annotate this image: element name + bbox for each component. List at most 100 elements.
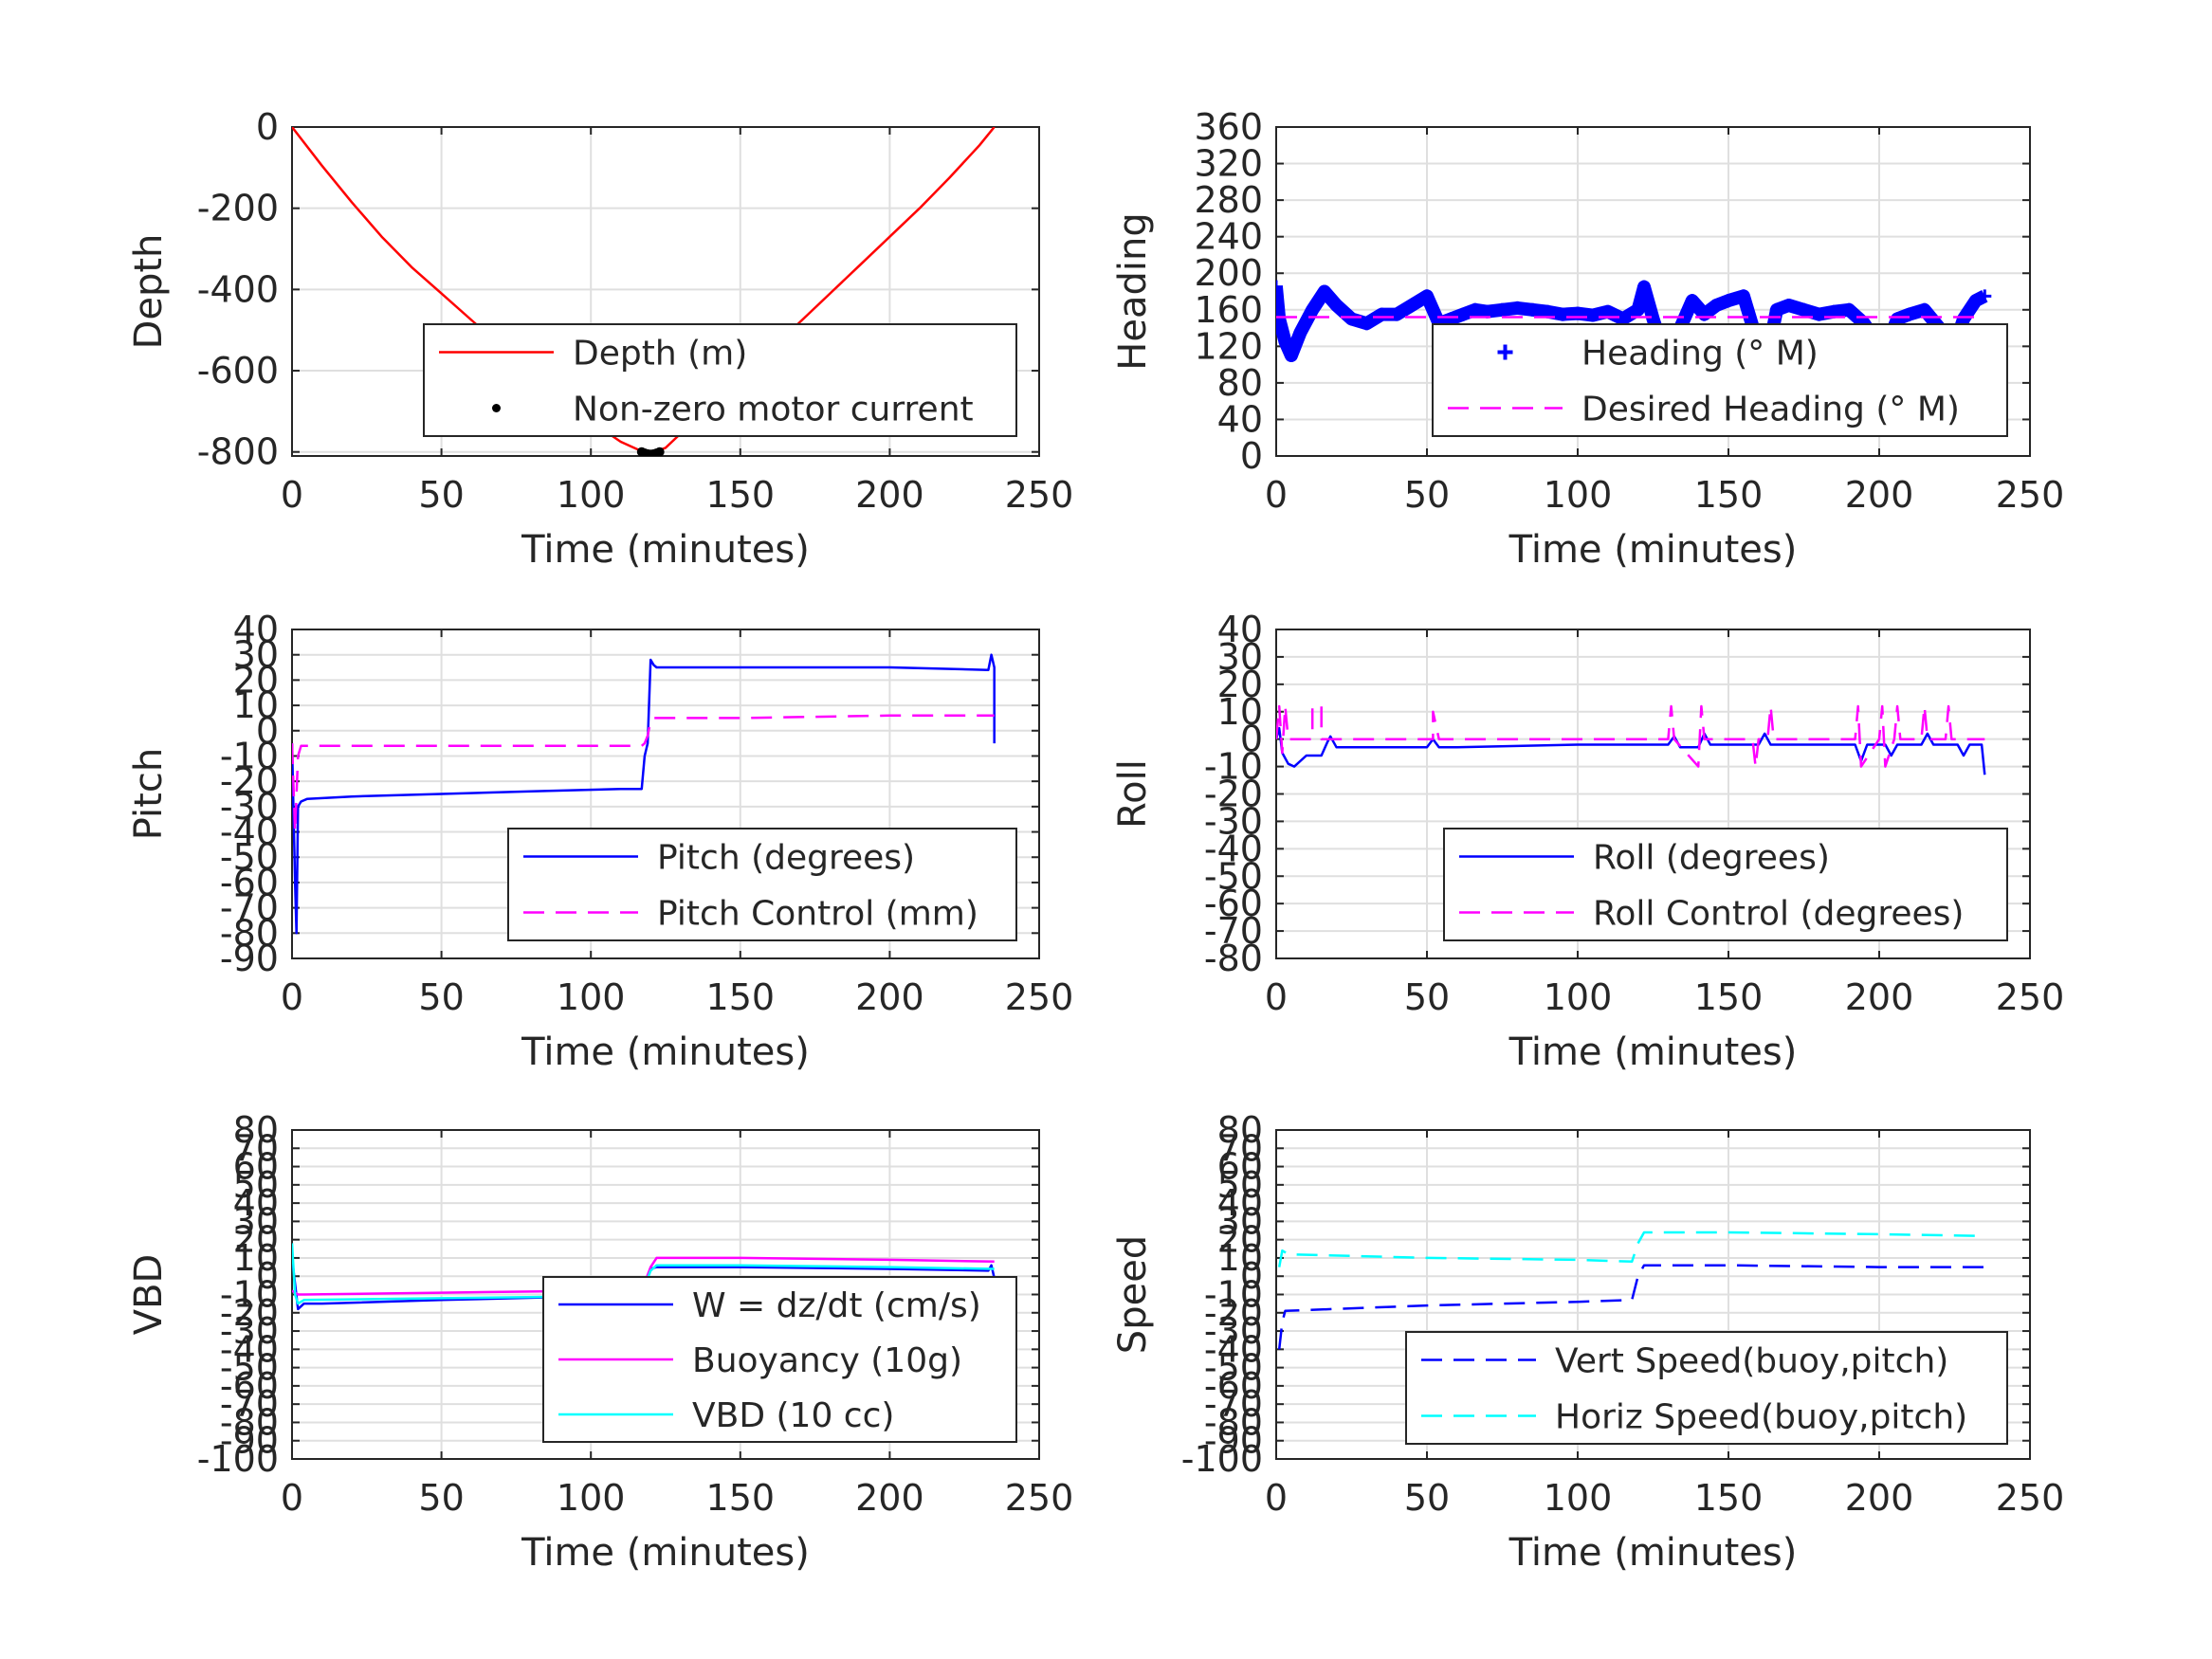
x-tick-label: 50 <box>418 976 464 1018</box>
y-tick-label: -30 <box>220 786 279 828</box>
legend-label: Pitch (degrees) <box>657 839 915 878</box>
data-point <box>1284 348 1298 362</box>
y-tick-label: -10 <box>1204 1274 1263 1316</box>
data-point <box>1978 289 1992 303</box>
x-tick-label: 0 <box>281 976 303 1018</box>
y-tick-label: -70 <box>1204 1383 1263 1425</box>
chart-pitch: 0 50 100 150 200 250403020100-10-20-30-40-50-… <box>127 609 1073 1074</box>
data-point <box>1276 312 1287 326</box>
y-axis-label: Heading <box>1111 212 1155 370</box>
series-speed-0 <box>1277 1264 1985 1350</box>
legend-box <box>1443 828 2008 941</box>
y-tick-label: 0 <box>256 1255 279 1297</box>
y-tick-label: 200 <box>1194 252 1263 294</box>
x-tick-label: 150 <box>706 474 776 516</box>
y-tick-label: 120 <box>1194 325 1263 367</box>
y-tick-label: 0 <box>1240 435 1263 477</box>
chart-vbd: 0 50 100 150 200 25080706050403020100-10-20-3… <box>127 1109 1073 1575</box>
x-tick-label: 0 <box>281 1477 303 1519</box>
y-tick-label: 40 <box>1217 609 1263 650</box>
y-tick-label: -20 <box>220 760 279 802</box>
y-tick-label: -40 <box>220 1328 279 1370</box>
x-tick-label: 50 <box>1404 976 1450 1018</box>
data-point <box>1968 294 1983 308</box>
x-tick-label: 250 <box>1996 474 2065 516</box>
y-tick-label: 50 <box>233 1164 279 1206</box>
data-point <box>1769 302 1783 317</box>
data-point <box>1293 325 1307 339</box>
legend-label: Desired Heading (° M) <box>1581 391 1960 429</box>
x-tick-label: 150 <box>706 1477 776 1519</box>
y-tick-label: -60 <box>1204 1365 1263 1407</box>
y-tick-label: -600 <box>197 350 279 392</box>
legend-label: VBD (10 cc) <box>692 1396 894 1435</box>
legend: Vert Speed(buoy,pitch) Horiz Speed(buoy,p… <box>1405 1331 2008 1445</box>
data-point <box>1685 294 1699 308</box>
x-axis-label: Time (minutes) <box>521 528 810 572</box>
y-tick-label: 30 <box>233 1200 279 1242</box>
data-point <box>1468 302 1482 317</box>
series-depth-1 <box>636 447 665 456</box>
y-tick-label: 60 <box>1217 1146 1263 1188</box>
x-tick-label: 200 <box>1845 1477 1914 1519</box>
chart-speed: 0 50 100 150 200 25080706050403020100-10-20-3… <box>1111 1109 2064 1575</box>
x-tick-label: 0 <box>1265 474 1288 516</box>
data-point <box>1697 307 1711 321</box>
y-tick-label: -60 <box>220 862 279 903</box>
y-tick-label: -80 <box>1204 938 1263 979</box>
y-tick-label: 60 <box>233 1146 279 1188</box>
x-tick-label: 100 <box>1544 976 1613 1018</box>
y-tick-label: 40 <box>1217 1182 1263 1224</box>
data-point <box>1636 280 1651 294</box>
y-tick-label: -70 <box>220 887 279 929</box>
y-tick-label: 0 <box>1240 719 1263 760</box>
y-tick-label: 20 <box>233 659 279 701</box>
legend-label: W = dz/dt (cm/s) <box>692 1286 981 1325</box>
legend-label: Non-zero motor current <box>573 391 974 429</box>
y-tick-label: 10 <box>233 1237 279 1279</box>
data-point <box>654 447 665 456</box>
x-tick-label: 200 <box>855 976 924 1018</box>
y-tick-label: -50 <box>220 836 279 878</box>
legend-box <box>1432 323 2008 437</box>
series-line <box>1276 704 1985 768</box>
x-tick-label: 150 <box>1694 474 1764 516</box>
data-point <box>1585 308 1600 322</box>
legend-box <box>507 828 1017 941</box>
data-point <box>1344 312 1359 326</box>
y-tick-label: -10 <box>1204 746 1263 788</box>
series-line <box>1277 1264 1985 1350</box>
y-tick-label: -90 <box>220 1420 279 1462</box>
data-point <box>1420 289 1434 303</box>
chart-heading: 0 50 100 150 200 2500408012016020024028032036… <box>1111 106 2064 572</box>
y-tick-label: 240 <box>1194 216 1263 258</box>
y-tick-label: -60 <box>220 1365 279 1407</box>
y-tick-label: 40 <box>233 1182 279 1224</box>
y-axis-label: Roll <box>1111 759 1155 829</box>
y-tick-label: -200 <box>197 188 279 229</box>
data-point <box>1456 307 1471 321</box>
data-point <box>1917 302 1931 317</box>
x-tick-label: 50 <box>1404 474 1450 516</box>
data-point <box>1722 294 1735 308</box>
data-point <box>1526 302 1540 317</box>
x-tick-label: 200 <box>855 1477 924 1519</box>
series-speed-1 <box>1277 1231 1985 1267</box>
legend-label: Roll Control (degrees) <box>1593 895 1964 934</box>
x-tick-label: 250 <box>1005 474 1074 516</box>
data-point <box>1812 307 1826 321</box>
x-axis-label: Time (minutes) <box>521 1030 810 1074</box>
x-tick-label: 0 <box>1265 976 1288 1018</box>
x-tick-label: 100 <box>557 976 626 1018</box>
y-tick-label: 320 <box>1194 143 1263 185</box>
x-tick-label: 0 <box>1265 1477 1288 1519</box>
data-point <box>1390 307 1404 321</box>
data-point <box>1278 335 1292 349</box>
axes-frame <box>291 126 1040 457</box>
y-tick-label: -100 <box>197 1438 279 1480</box>
y-tick-label: 50 <box>1217 1164 1263 1206</box>
x-tick-label: 100 <box>1544 474 1613 516</box>
chart-depth: 0 50 100 150 200 250 0 -200 -400 -600 -800 Time (mi… <box>127 106 1073 572</box>
y-tick-label: -40 <box>1204 1328 1263 1370</box>
x-tick-label: 100 <box>1544 1477 1613 1519</box>
